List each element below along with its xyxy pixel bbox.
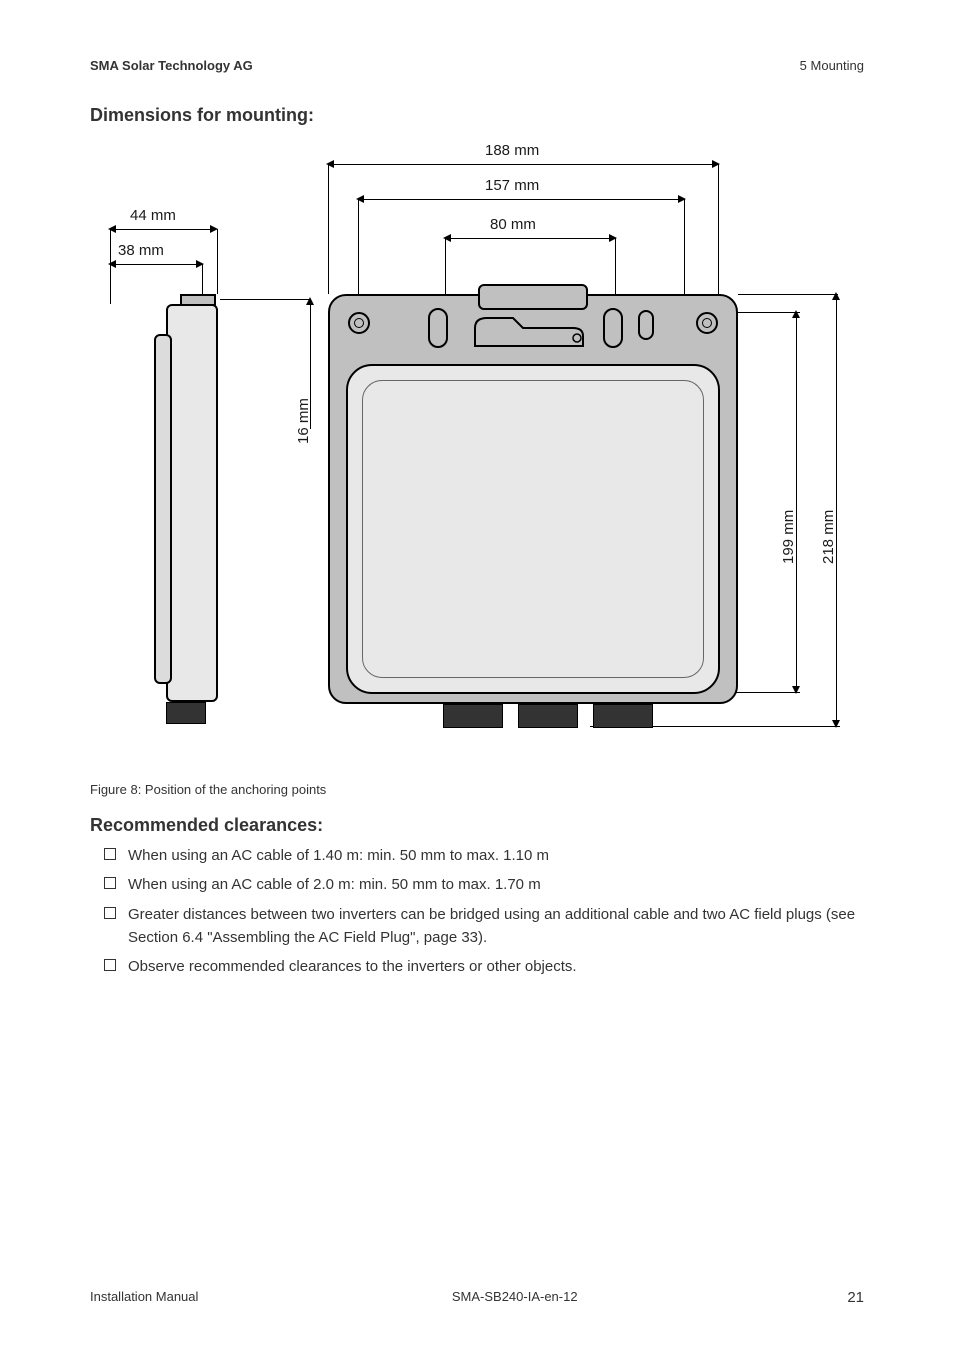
- page-footer: Installation Manual SMA-SB240-IA-en-12 2…: [90, 1289, 864, 1306]
- dim-label-157: 157 mm: [485, 177, 539, 194]
- mounting-dimensions-diagram: 188 mm 157 mm 80 mm 44 mm 38 mm 16 mm 19…: [90, 134, 864, 774]
- bracket-slot: [428, 308, 448, 348]
- ext-line: [730, 312, 800, 313]
- anchor-hole: [348, 312, 370, 334]
- device-inner-edge: [362, 380, 704, 678]
- checkbox-icon: [104, 907, 116, 919]
- dim-line: [358, 199, 684, 200]
- checkbox-icon: [104, 877, 116, 889]
- bottom-connector: [518, 704, 578, 728]
- device-side-view: [110, 294, 220, 724]
- page-header: SMA Solar Technology AG 5 Mounting: [90, 58, 864, 73]
- device-front-view: [328, 294, 738, 704]
- clearance-checklist: When using an AC cable of 1.40 m: min. 5…: [90, 844, 864, 978]
- checklist-text: Observe recommended clearances to the in…: [128, 958, 577, 975]
- checkbox-icon: [104, 848, 116, 860]
- bottom-connector: [443, 704, 503, 728]
- dim-label-38: 38 mm: [118, 242, 164, 259]
- dim-label-80: 80 mm: [490, 216, 536, 233]
- device-body: [346, 364, 720, 694]
- section-heading-clearances: Recommended clearances:: [90, 815, 864, 836]
- checklist-item: Greater distances between two inverters …: [104, 903, 864, 950]
- side-foot: [166, 702, 206, 724]
- ext-line: [328, 164, 329, 294]
- ext-line: [738, 294, 838, 295]
- section-heading-dimensions: Dimensions for mounting:: [90, 105, 864, 126]
- dim-line: [310, 299, 311, 429]
- side-bracket: [180, 294, 216, 306]
- checklist-text: When using an AC cable of 2.0 m: min. 50…: [128, 876, 541, 893]
- side-body: [166, 304, 218, 702]
- figure-caption: Figure 8: Position of the anchoring poin…: [90, 782, 864, 797]
- bracket-slot: [638, 310, 654, 340]
- bottom-connector: [593, 704, 653, 728]
- dim-label-44: 44 mm: [130, 207, 176, 224]
- ext-line: [220, 299, 310, 300]
- dim-line: [110, 264, 202, 265]
- checklist-text: Greater distances between two inverters …: [128, 906, 855, 946]
- checkbox-icon: [104, 959, 116, 971]
- dim-arrow: [108, 260, 116, 268]
- dim-label-199: 199 mm: [780, 510, 797, 564]
- bracket-slot: [603, 308, 623, 348]
- dim-label-188: 188 mm: [485, 142, 539, 159]
- checklist-text: When using an AC cable of 1.40 m: min. 5…: [128, 847, 549, 864]
- side-body-layer: [154, 334, 172, 684]
- dim-line: [796, 312, 797, 692]
- ext-line: [217, 229, 218, 294]
- checklist-item: When using an AC cable of 2.0 m: min. 50…: [104, 873, 864, 896]
- bracket-notch: [478, 284, 588, 310]
- checklist-item: When using an AC cable of 1.40 m: min. 5…: [104, 844, 864, 867]
- ext-line: [718, 164, 719, 314]
- footer-center: SMA-SB240-IA-en-12: [452, 1289, 578, 1304]
- bracket-keyhole: [473, 316, 593, 354]
- anchor-hole: [696, 312, 718, 334]
- dim-line: [445, 238, 615, 239]
- header-section: 5 Mounting: [800, 58, 864, 73]
- footer-left: Installation Manual: [90, 1289, 198, 1306]
- dim-line: [110, 229, 216, 230]
- dim-line: [836, 294, 837, 726]
- checklist-item: Observe recommended clearances to the in…: [104, 955, 864, 978]
- header-company: SMA Solar Technology AG: [90, 58, 253, 73]
- dim-label-218: 218 mm: [820, 510, 837, 564]
- dim-line: [328, 164, 718, 165]
- footer-page-number: 21: [847, 1289, 864, 1306]
